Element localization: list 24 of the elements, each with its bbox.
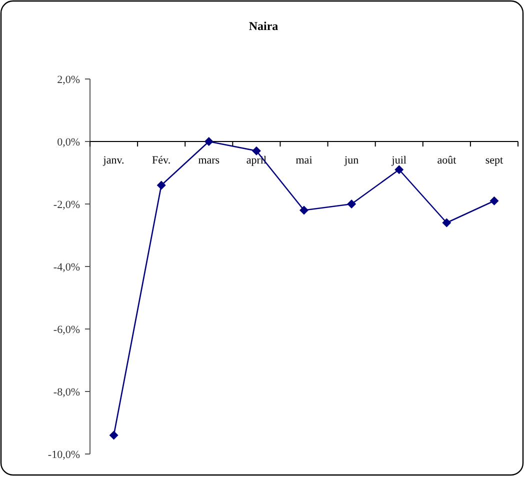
y-tick-label: -6,0%	[53, 324, 80, 336]
x-tick-label: mai	[296, 154, 312, 166]
x-tick-label: Fév.	[152, 154, 171, 166]
y-tick-label: -8,0%	[53, 386, 80, 398]
point	[490, 196, 499, 206]
x-tick-label: janv.	[102, 154, 125, 166]
x-tick-label: jun	[344, 154, 360, 166]
point	[204, 137, 214, 146]
point	[252, 146, 261, 156]
y-tick-label: -2,0%	[53, 198, 80, 211]
point	[109, 430, 118, 440]
x-tick-label: sept	[485, 154, 504, 166]
chart-title: Naira	[248, 19, 278, 33]
x-tick-label: août	[437, 154, 456, 166]
y-tick-label: 0,0%	[57, 136, 80, 148]
y-tick-label: -4,0%	[53, 261, 80, 274]
point	[442, 218, 452, 228]
y-tick-label: -10,0%	[48, 448, 80, 461]
point	[156, 180, 166, 190]
x-tick-label: juil	[390, 154, 406, 166]
x-tick-label: mars	[198, 154, 220, 166]
point	[347, 200, 356, 208]
y-tick-label: 2,0%	[57, 74, 80, 86]
point	[300, 206, 308, 215]
